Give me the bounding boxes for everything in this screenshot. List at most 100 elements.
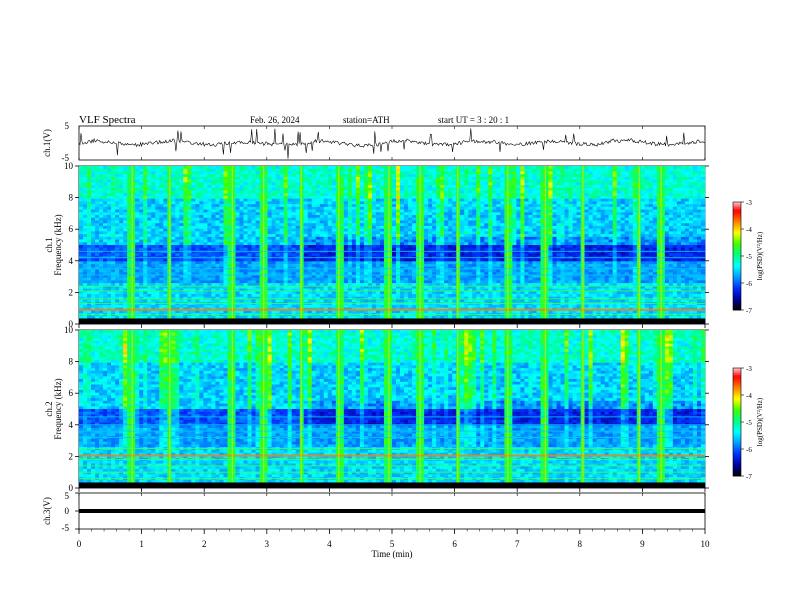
- spectrogram-cell: [303, 168, 309, 172]
- spectrogram-cell: [231, 239, 236, 243]
- spectrogram-cell: [227, 247, 232, 251]
- spectrogram-cell: [131, 206, 136, 210]
- spectrogram-cell: [287, 168, 292, 172]
- spectrogram-cell: [191, 201, 196, 205]
- spectrogram-cell: [327, 206, 333, 210]
- spectrogram-cell: [111, 225, 116, 229]
- spectrogram-cell: [107, 204, 112, 208]
- spectrogram-cell: [263, 288, 268, 292]
- spectrogram-cell: [171, 228, 176, 232]
- spectrogram-cell: [195, 245, 200, 249]
- spectrogram-cell: [87, 304, 92, 308]
- spectrogram-cell: [371, 176, 377, 180]
- spectrogram-cell: [219, 228, 224, 232]
- spectrogram-cell: [183, 315, 188, 319]
- spectrogram-cell: [227, 187, 232, 191]
- spectrogram-cell: [396, 304, 401, 308]
- station-label: station=ATH: [343, 115, 390, 125]
- spectrogram-cell: [171, 209, 176, 213]
- spectrogram-cell: [267, 245, 272, 249]
- spectrogram-cell: [191, 195, 196, 199]
- spectrogram-cell: [235, 171, 240, 175]
- spectrogram-cell: [107, 291, 112, 295]
- spectrogram-cell: [295, 176, 300, 180]
- spectrogram-cell: [147, 176, 152, 180]
- spectrogram-cell: [379, 228, 385, 232]
- spectrogram-cell: [303, 185, 309, 189]
- spectrogram-cell: [151, 223, 156, 227]
- spectrogram-cell: [135, 283, 140, 287]
- spectrogram-cell: [359, 179, 365, 183]
- spectrogram-cell: [392, 223, 397, 227]
- spectrogram-cell: [420, 187, 425, 191]
- spectrogram-cell: [123, 190, 128, 194]
- spectrogram-cell: [159, 204, 164, 208]
- spectrogram-cell: [91, 264, 96, 268]
- spectrogram-cell: [396, 225, 401, 229]
- spectrogram-cell: [375, 283, 381, 287]
- spectrogram-cell: [171, 195, 176, 199]
- spectrogram-cell: [404, 185, 409, 189]
- spectrogram-cell: [139, 234, 144, 238]
- spectrogram-cell: [279, 225, 284, 229]
- spectrogram-cell: [299, 201, 305, 205]
- spectrogram-cell: [99, 187, 104, 191]
- spectrogram-cell: [412, 217, 417, 221]
- spectrogram-cell: [315, 234, 321, 238]
- spectrogram-cell: [127, 245, 132, 249]
- spectrogram-cell: [315, 223, 321, 227]
- spectrogram-cell: [307, 258, 313, 262]
- spectrogram-cell: [275, 288, 280, 292]
- spectrogram-cell: [155, 190, 160, 194]
- spectrogram-cell: [287, 206, 292, 210]
- spectrogram-cell: [383, 288, 389, 292]
- spectrogram-cell: [215, 168, 220, 172]
- spectrogram-cell: [179, 283, 184, 287]
- spectrogram-cell: [119, 215, 124, 219]
- spectrogram-cell: [379, 187, 385, 191]
- spectrogram-cell: [271, 277, 276, 281]
- spectrogram-cell: [271, 206, 276, 210]
- spectrogram-cell: [327, 242, 333, 246]
- spectrogram-cell: [207, 171, 212, 175]
- spectrogram-cell: [119, 206, 124, 210]
- spectrogram-cell: [367, 291, 373, 295]
- spectrogram-cell: [79, 236, 84, 240]
- spectrogram-cell: [396, 258, 401, 262]
- spectrogram-cell: [327, 310, 333, 314]
- spectrogram-cell: [115, 195, 120, 199]
- spectrogram-cell: [375, 215, 381, 219]
- spectrogram-cell: [87, 253, 92, 257]
- spectrogram-cell: [211, 212, 216, 216]
- spectrogram-cell: [408, 291, 413, 295]
- spectrogram-cell: [371, 285, 377, 289]
- spectrogram-cell: [99, 288, 104, 292]
- spectrogram-cell: [311, 185, 317, 189]
- spectrogram-cell: [243, 217, 248, 221]
- spectrogram-cell: [392, 201, 397, 205]
- spectrogram-cell: [363, 198, 369, 202]
- spectrogram-cell: [327, 291, 333, 295]
- spectrogram-cell: [195, 269, 200, 273]
- spectrogram-cell: [271, 242, 276, 246]
- spectrogram-cell: [355, 299, 361, 303]
- spectrogram-cell: [408, 179, 413, 183]
- spectrogram-cell: [339, 250, 345, 254]
- spectrogram-cell: [207, 258, 212, 262]
- spectrogram-cell: [359, 236, 365, 240]
- spectrogram-cell: [159, 280, 164, 284]
- spectrogram-cell: [331, 179, 337, 183]
- spectrogram-cell: [275, 294, 280, 298]
- spectrogram-cell: [135, 185, 140, 189]
- spectrogram-cell: [255, 294, 260, 298]
- spectrogram-cell: [139, 258, 144, 262]
- spectrogram-cell: [191, 220, 196, 224]
- spectrogram-cell: [379, 220, 385, 224]
- spectrogram-cell: [143, 274, 148, 278]
- spectrogram-cell: [175, 231, 180, 235]
- spectrogram-cell: [267, 174, 272, 178]
- spectrogram-cell: [400, 179, 405, 183]
- spectrogram-cell: [171, 277, 176, 281]
- spectrogram-cell: [367, 315, 373, 319]
